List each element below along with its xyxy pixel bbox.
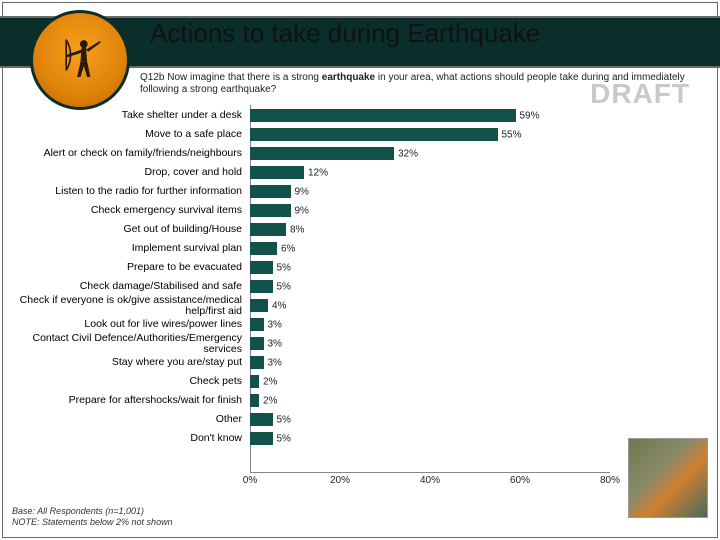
bar-label: Take shelter under a desk <box>8 110 242 121</box>
bar <box>250 356 264 369</box>
bar-label: Alert or check on family/friends/neighbo… <box>8 148 242 159</box>
bar <box>250 223 286 236</box>
bar-label: Don't know <box>8 433 242 444</box>
bar-label: Get out of building/House <box>8 224 242 235</box>
bar-value: 5% <box>277 262 291 273</box>
bar-value: 3% <box>268 338 282 349</box>
bar-label: Stay where you are/stay put <box>8 357 242 368</box>
x-tick: 20% <box>330 475 350 486</box>
bar <box>250 128 498 141</box>
x-axis-line <box>250 472 610 473</box>
archer-icon <box>53 33 108 88</box>
bar <box>250 280 273 293</box>
bar-value: 55% <box>502 129 522 140</box>
bar-value: 5% <box>277 281 291 292</box>
bar-label: Contact Civil Defence/Authorities/Emerge… <box>8 333 242 355</box>
bar <box>250 299 268 312</box>
bar <box>250 261 273 274</box>
bar-label: Other <box>8 414 242 425</box>
bar-value: 9% <box>295 186 309 197</box>
bar <box>250 375 259 388</box>
bar-value: 12% <box>308 167 328 178</box>
chart-bars-area: 59%55%32%12%9%9%8%6%5%5%4%3%3%3%2%2%5%5% <box>250 105 610 473</box>
bar-label: Check pets <box>8 376 242 387</box>
bar-value: 5% <box>277 414 291 425</box>
bar <box>250 413 273 426</box>
bar <box>250 337 264 350</box>
bar-label: Check if everyone is ok/give assistance/… <box>8 295 242 317</box>
chart-labels-area: Take shelter under a desk Move to a safe … <box>8 105 246 473</box>
bar-value: 5% <box>277 433 291 444</box>
decorative-photo <box>628 438 708 518</box>
x-tick: 80% <box>600 475 620 486</box>
x-tick: 60% <box>510 475 530 486</box>
page-title: Actions to take during Earthquake <box>150 18 540 49</box>
bar <box>250 394 259 407</box>
bar-value: 8% <box>290 224 304 235</box>
bar <box>250 166 304 179</box>
bar <box>250 147 394 160</box>
bar-label: Check damage/Stabilised and safe <box>8 281 242 292</box>
x-tick: 0% <box>243 475 257 486</box>
bar-label: Prepare for aftershocks/wait for finish <box>8 395 242 406</box>
bar <box>250 204 291 217</box>
bar-label: Drop, cover and hold <box>8 167 242 178</box>
bar-value: 32% <box>398 148 418 159</box>
bar-value: 3% <box>268 357 282 368</box>
bar-label: Look out for live wires/power lines <box>8 319 242 330</box>
footnote-base: Base: All Respondents (n=1,001) <box>12 506 173 517</box>
x-axis-ticks: 0%20%40%60%80% <box>250 475 610 489</box>
bar-value: 3% <box>268 319 282 330</box>
bar <box>250 242 277 255</box>
bar-value: 6% <box>281 243 295 254</box>
footnote-note: NOTE: Statements below 2% not shown <box>12 517 173 528</box>
bar-label: Check emergency survival items <box>8 205 242 216</box>
bar <box>250 318 264 331</box>
bar-label: Listen to the radio for further informat… <box>8 186 242 197</box>
actions-bar-chart: Take shelter under a desk Move to a safe … <box>8 105 620 495</box>
bar-label: Implement survival plan <box>8 243 242 254</box>
bar <box>250 185 291 198</box>
bar-value: 59% <box>520 110 540 121</box>
bar-value: 4% <box>272 300 286 311</box>
bar-label: Move to a safe place <box>8 129 242 140</box>
bar-value: 2% <box>263 395 277 406</box>
footnote: Base: All Respondents (n=1,001) NOTE: St… <box>12 506 173 528</box>
bar-value: 9% <box>295 205 309 216</box>
bar-label: Prepare to be evacuated <box>8 262 242 273</box>
bar <box>250 109 516 122</box>
bar-value: 2% <box>263 376 277 387</box>
x-tick: 40% <box>420 475 440 486</box>
bar <box>250 432 273 445</box>
brand-logo <box>30 10 130 110</box>
